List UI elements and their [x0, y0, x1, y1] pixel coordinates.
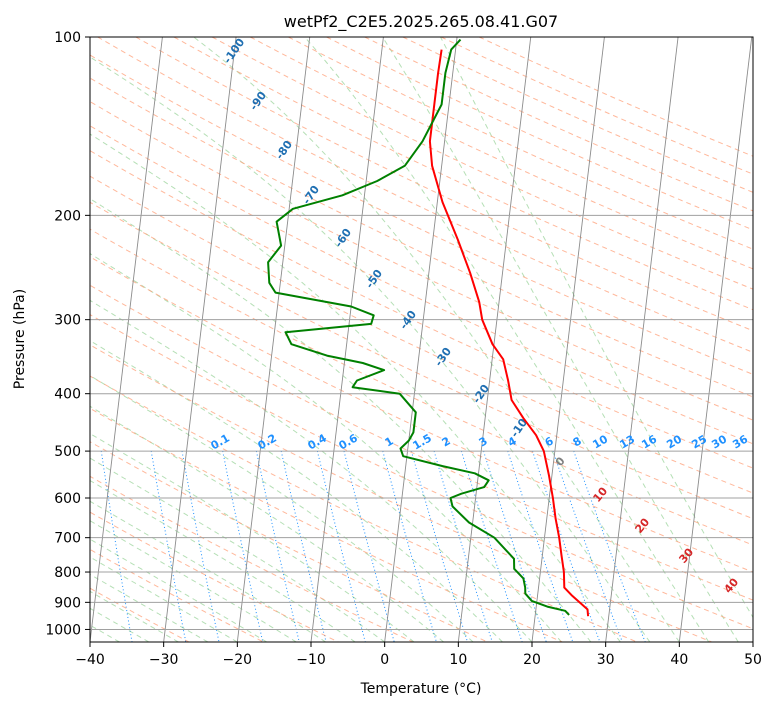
isotherm-line	[163, 37, 237, 642]
moist-adiabat	[90, 56, 651, 642]
dry-adiabat	[90, 284, 753, 601]
moist-adiabat	[382, 37, 739, 642]
y-axis-ticks: 100 200 300 400 500 600 700 800 900 1000	[45, 30, 90, 638]
moist-adiabat	[90, 480, 356, 642]
dry-adiabat	[173, 37, 753, 311]
pressure-gridlines	[90, 37, 753, 630]
dry-adiabat	[250, 37, 753, 270]
dry-adiabat	[90, 175, 753, 494]
x-tick-label: 30	[597, 652, 615, 668]
moist-adiabat	[90, 432, 415, 642]
mixing-ratio-line	[573, 450, 646, 642]
x-axis-title: Temperature (°C)	[360, 681, 482, 697]
isotherm-line	[90, 37, 163, 642]
dry-adiabat	[97, 37, 753, 353]
isotherm-line	[531, 37, 605, 642]
y-axis-title: Pressure (hPa)	[12, 289, 28, 389]
y-tick-label: 300	[54, 313, 81, 329]
moist-adiabat	[90, 198, 592, 642]
moist-adiabat	[90, 573, 209, 642]
mixing-ratio-line	[100, 451, 133, 642]
y-tick-label: 600	[54, 491, 81, 507]
y-tick-label: 700	[54, 531, 81, 547]
dewpoint-profile-line	[267, 38, 570, 616]
dry-adiabat	[440, 37, 753, 175]
moist-adiabat	[90, 405, 444, 642]
mixing-ratio-line	[181, 451, 220, 642]
dry-adiabat	[90, 314, 753, 630]
y-tick-label: 500	[54, 444, 81, 460]
isotherm-line	[236, 37, 311, 642]
dry-adiabat	[90, 256, 753, 573]
x-tick-label: 20	[523, 652, 541, 668]
moist-adiabat	[90, 538, 268, 642]
x-tick-label: 50	[744, 652, 762, 668]
dry-adiabat	[90, 77, 753, 398]
y-tick-label: 900	[54, 595, 81, 611]
mixing-ratio-line	[382, 450, 437, 642]
x-tick-label: −10	[296, 652, 326, 668]
dry-adiabat	[90, 475, 414, 642]
isotherm-line	[457, 37, 532, 642]
moist-adiabat	[440, 37, 753, 619]
dry-adiabats	[90, 37, 753, 642]
dry-adiabat	[90, 228, 753, 546]
moist-adiabat	[90, 299, 533, 642]
x-tick-label: 0	[380, 652, 389, 668]
moist-adiabat	[90, 375, 474, 642]
dry-adiabat	[90, 407, 563, 642]
moist-adiabat	[90, 253, 562, 642]
plot-area	[90, 37, 753, 642]
isotherm-line	[678, 37, 753, 642]
dry-adiabat	[288, 37, 753, 250]
x-tick-label: −20	[223, 652, 253, 668]
moist-adiabat	[90, 520, 297, 642]
y-tick-label: 400	[54, 387, 81, 403]
y-tick-label: 100	[54, 30, 81, 46]
x-tick-label: −40	[75, 652, 105, 668]
moist-adiabat	[90, 590, 179, 642]
x-tick-label: −30	[149, 652, 179, 668]
y-tick-label: 200	[54, 208, 81, 224]
y-tick-label: 1000	[45, 622, 81, 638]
y-tick-label: 800	[54, 565, 81, 581]
mixing-ratio-line	[222, 451, 264, 642]
moist-adiabat	[90, 556, 238, 642]
isotherm-line	[605, 37, 679, 642]
x-tick-label: 40	[670, 652, 688, 668]
dry-adiabat	[90, 54, 753, 375]
x-axis-ticks: −40 −30 −20 −10 0 10 20 30 40 50	[75, 642, 762, 668]
mixing-ratio-line	[316, 450, 366, 642]
mixing-ratio-line	[343, 450, 395, 642]
x-tick-label: 10	[449, 652, 467, 668]
isotherm-line	[310, 37, 384, 642]
chart-title: wetPf2_C2E5.2025.265.08.41.G07	[284, 12, 558, 32]
sounding-series	[267, 38, 590, 617]
mixing-ratio-line	[150, 451, 187, 642]
dry-adiabat	[90, 375, 638, 642]
isotherms	[90, 37, 753, 642]
dry-adiabat	[364, 37, 753, 212]
isotherm-line	[384, 37, 458, 642]
temperature-profile-line	[428, 49, 590, 617]
dry-adiabat	[90, 125, 753, 445]
dry-adiabat	[90, 101, 753, 421]
plot-frame	[89, 36, 754, 643]
